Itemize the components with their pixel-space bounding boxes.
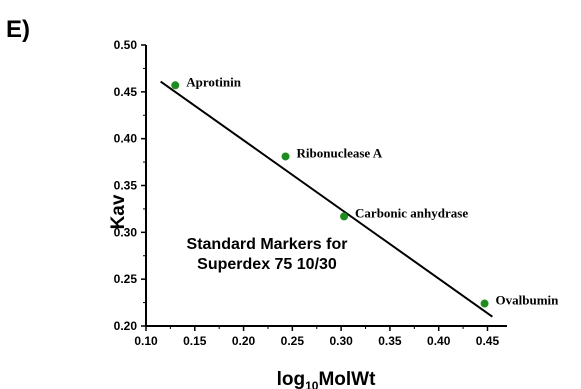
- x-tick-label: 0.40: [427, 334, 451, 348]
- y-tick-label: 0.25: [114, 272, 138, 286]
- x-tick-label: 0.25: [281, 334, 305, 348]
- x-tick-label: 0.20: [232, 334, 256, 348]
- y-tick-label: 0.45: [114, 85, 138, 99]
- y-tick-labels: 0.200.250.300.350.400.450.50: [114, 38, 146, 333]
- point-ovalbumin: [481, 300, 489, 308]
- annotation-line-2: Superdex 75 10/30: [197, 256, 337, 273]
- y-tick-label: 0.35: [114, 179, 138, 193]
- data-points: [171, 81, 488, 307]
- y-tick-label: 0.40: [114, 132, 138, 146]
- x-axis-label: log10MolWt: [277, 369, 377, 389]
- y-axis-label: Kav: [108, 194, 129, 229]
- point-label-ribonuclease-a: Ribonuclease A: [297, 145, 383, 160]
- panel-label: E): [6, 16, 30, 43]
- point-label-ovalbumin: Ovalbumin: [496, 293, 560, 308]
- x-tick-label: 0.30: [329, 334, 353, 348]
- point-ribonuclease-a: [282, 152, 290, 160]
- point-label-carbonic-anhydrase: Carbonic anhydrase: [355, 205, 468, 220]
- x-tick-label: 0.15: [183, 334, 207, 348]
- point-label-aprotinin: Aprotinin: [186, 74, 241, 89]
- x-axis-label-main: log: [277, 369, 306, 389]
- fit-line: [161, 82, 493, 317]
- x-axis-label-subscript: 10: [305, 379, 319, 389]
- x-axis-label-tail: MolWt: [318, 369, 376, 389]
- x-tick-label: 0.35: [378, 334, 402, 348]
- point-aprotinin: [171, 81, 179, 89]
- x-tick-labels: 0.10 0.15 0.20 0.25 0.30 0.35 0.40 0.45: [134, 326, 499, 348]
- x-tick-label: 0.10: [134, 334, 158, 348]
- point-carbonic-anhydrase: [340, 212, 348, 220]
- y-tick-label: 0.20: [114, 319, 138, 333]
- y-tick-label: 0.50: [114, 38, 138, 52]
- annotation-line-1: Standard Markers for: [187, 236, 348, 253]
- x-tick-label: 0.45: [476, 334, 500, 348]
